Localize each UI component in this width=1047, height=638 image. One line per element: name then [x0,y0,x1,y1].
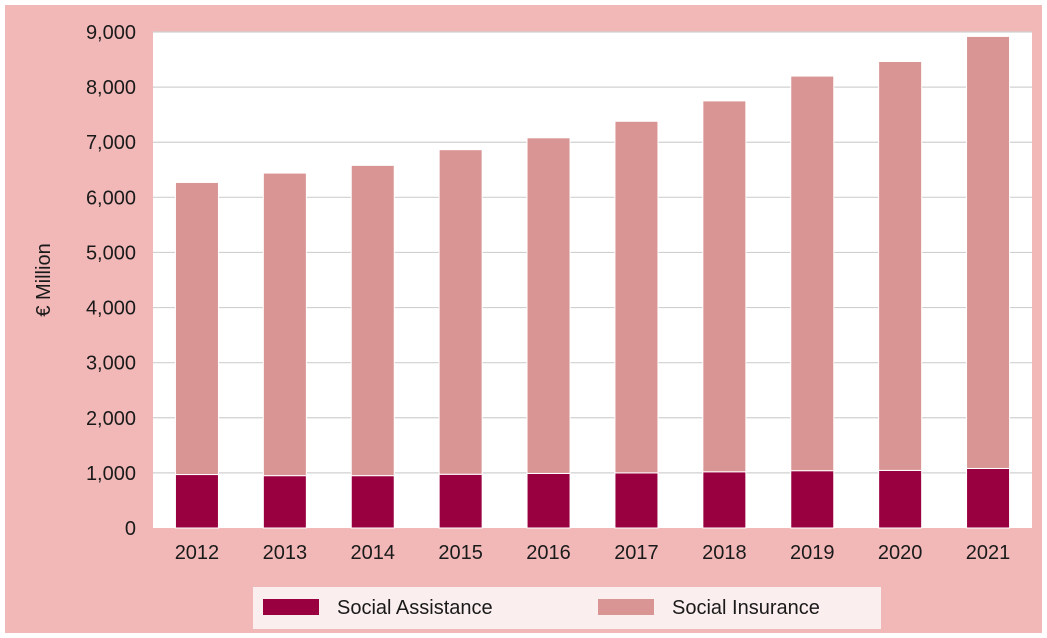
x-tick-label: 2017 [614,542,659,564]
bar-social-assistance-2017 [614,472,659,529]
bar-social-assistance-2015 [438,473,483,529]
x-tick-label: 2014 [351,542,396,564]
bar-social-assistance-2012 [174,474,219,529]
legend-label-social-assistance: Social Assistance [337,597,493,619]
y-tick-label: 1,000 [86,463,136,485]
x-tick-label: 2021 [966,542,1011,564]
bar-social-insurance-2014 [350,164,395,477]
bar-social-insurance-2018 [702,100,747,473]
y-axis-label: € Million [33,243,55,316]
y-tick-label: 6,000 [86,187,136,209]
legend-label-social-insurance: Social Insurance [672,597,820,619]
y-tick-label: 2,000 [86,408,136,430]
legend-box [253,587,881,629]
bar-social-insurance-2013 [262,172,307,477]
legend-swatch-social-insurance [598,599,654,615]
x-tick-label: 2015 [438,542,483,564]
y-tick-label: 9,000 [86,22,136,44]
bar-social-assistance-2021 [966,467,1011,529]
y-tick-label: 3,000 [86,353,136,375]
bar-social-insurance-2019 [790,75,835,472]
x-tick-label: 2018 [702,542,747,564]
bar-social-assistance-2016 [526,472,571,529]
bar-social-assistance-2019 [790,470,835,529]
x-tick-labels: 2012 2013 2014 2015 2016 2017 2018 2019 2020 2021 [175,542,1011,564]
legend: Social Assistance Social Insurance [253,587,881,629]
x-tick-label: 2016 [526,542,571,564]
bar-social-assistance-2014 [350,475,395,529]
y-tick-label: 5,000 [86,242,136,264]
x-tick-label: 2020 [878,542,923,564]
x-tick-label: 2013 [263,542,308,564]
x-tick-label: 2019 [790,542,835,564]
y-tick-label: 4,000 [86,298,136,320]
legend-swatch-social-assistance [263,599,319,615]
bar-social-insurance-2020 [878,60,923,471]
bar-social-assistance-2018 [702,471,747,529]
bar-social-insurance-2012 [174,181,219,476]
bar-social-insurance-2017 [614,120,659,474]
bar-social-insurance-2015 [438,149,483,475]
bar-social-assistance-2020 [878,469,923,529]
bar-social-insurance-2016 [526,137,571,474]
y-tick-label: 7,000 [86,132,136,154]
y-tick-label: 0 [125,518,136,540]
x-tick-label: 2012 [175,542,220,564]
y-tick-labels: 0 1,000 2,000 3,000 4,000 5,000 6,000 7,000 8,00… [86,22,136,540]
bar-social-insurance-2021 [966,35,1011,469]
y-tick-label: 8,000 [86,77,136,99]
bar-social-assistance-2013 [262,475,307,529]
bars [174,35,1011,529]
